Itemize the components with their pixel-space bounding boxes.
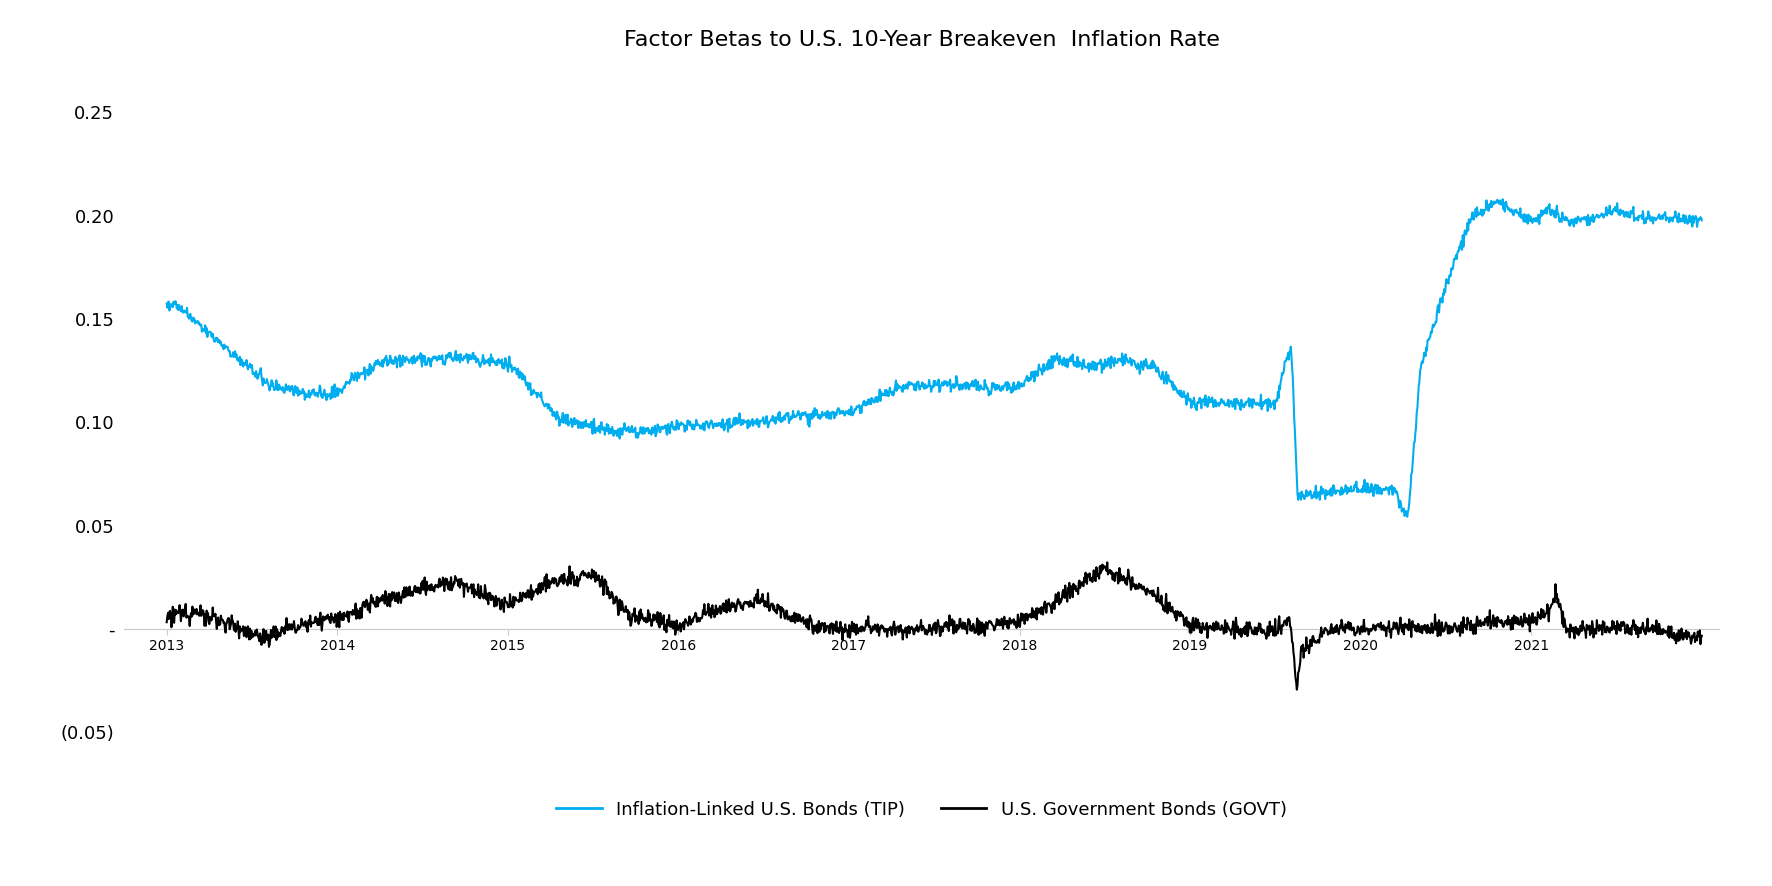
Inflation-Linked U.S. Bonds (TIP)	[1210, 399, 1232, 409]
Inflation-Linked U.S. Bonds (TIP)	[1680, 214, 1701, 225]
U.S. Government Bonds (GOVT)	[156, 617, 177, 627]
Inflation-Linked U.S. Bonds (TIP)	[1396, 511, 1418, 522]
U.S. Government Bonds (GOVT)	[897, 633, 918, 643]
U.S. Government Bonds (GOVT)	[872, 620, 893, 631]
Title: Factor Betas to U.S. 10-Year Breakeven  Inflation Rate: Factor Betas to U.S. 10-Year Breakeven I…	[624, 30, 1219, 50]
U.S. Government Bonds (GOVT)	[1097, 557, 1118, 568]
Legend: Inflation-Linked U.S. Bonds (TIP), U.S. Government Bonds (GOVT): Inflation-Linked U.S. Bonds (TIP), U.S. …	[549, 794, 1294, 826]
U.S. Government Bonds (GOVT)	[879, 625, 900, 635]
Line: Inflation-Linked U.S. Bonds (TIP): Inflation-Linked U.S. Bonds (TIP)	[167, 199, 1701, 517]
U.S. Government Bonds (GOVT)	[1286, 684, 1308, 695]
U.S. Government Bonds (GOVT)	[626, 610, 647, 621]
Inflation-Linked U.S. Bonds (TIP)	[626, 428, 647, 439]
Inflation-Linked U.S. Bonds (TIP)	[1492, 194, 1513, 205]
U.S. Government Bonds (GOVT)	[1690, 631, 1712, 641]
Line: U.S. Government Bonds (GOVT): U.S. Government Bonds (GOVT)	[167, 563, 1701, 689]
Inflation-Linked U.S. Bonds (TIP)	[897, 381, 918, 392]
Inflation-Linked U.S. Bonds (TIP)	[872, 391, 893, 401]
Inflation-Linked U.S. Bonds (TIP)	[156, 299, 177, 309]
U.S. Government Bonds (GOVT)	[1210, 625, 1232, 635]
Inflation-Linked U.S. Bonds (TIP)	[1690, 215, 1712, 226]
U.S. Government Bonds (GOVT)	[1680, 639, 1701, 649]
Inflation-Linked U.S. Bonds (TIP)	[879, 383, 900, 393]
